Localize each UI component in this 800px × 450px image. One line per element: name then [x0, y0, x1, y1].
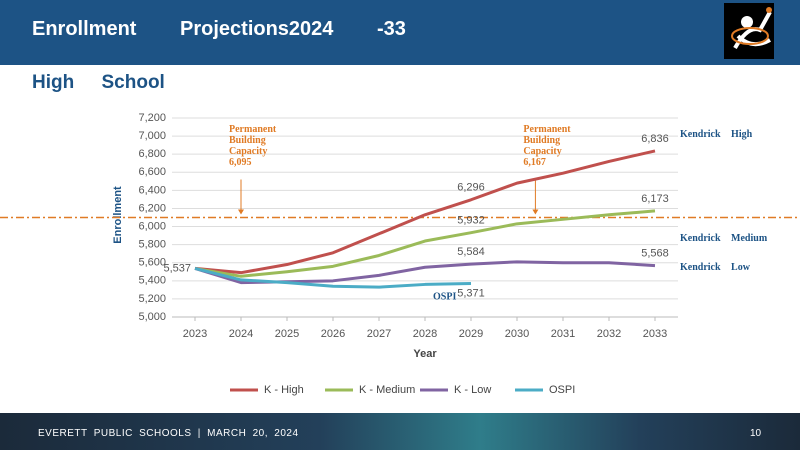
y-tick-label: 5,400 — [138, 275, 166, 287]
y-tick-label: 6,600 — [138, 166, 166, 178]
y-tick-label: 6,800 — [138, 148, 166, 160]
x-tick-label: 2025 — [275, 328, 299, 340]
annotation-text: Capacity — [229, 146, 267, 157]
header-bar — [0, 0, 800, 65]
x-tick-label: 2023 — [183, 328, 207, 340]
y-tick-label: 7,000 — [138, 130, 166, 142]
series-end-label: Kendrick Medium — [680, 233, 768, 244]
data-label: 5,537 — [163, 262, 191, 274]
y-tick-label: 6,000 — [138, 220, 166, 232]
x-tick-label: 2027 — [367, 328, 391, 340]
y-tick-label: 5,600 — [138, 257, 166, 269]
data-label: 5,568 — [641, 248, 669, 260]
x-tick-label: 2033 — [643, 328, 667, 340]
y-tick-label: 5,200 — [138, 293, 166, 305]
x-tick-label: 2032 — [597, 328, 621, 340]
data-label: 6,836 — [641, 133, 669, 145]
annotation-text: Permanent — [523, 124, 571, 135]
data-label: 5,932 — [457, 215, 485, 227]
data-label: 6,173 — [641, 193, 669, 205]
annotation-text: Permanent — [229, 124, 277, 135]
y-tick-label: 5,800 — [138, 239, 166, 251]
legend-label: OSPI — [549, 384, 575, 396]
x-tick-label: 2029 — [459, 328, 483, 340]
x-tick-label: 2030 — [505, 328, 529, 340]
series-line — [194, 266, 472, 289]
y-tick-label: 7,200 — [138, 112, 166, 124]
page-number: 10 — [750, 428, 762, 439]
footer-bar — [0, 413, 800, 450]
series-line — [194, 149, 656, 275]
annotation-arrowhead — [238, 209, 244, 215]
series-end-label: Kendrick Low — [680, 262, 751, 273]
x-tick-label: 2024 — [229, 328, 253, 340]
annotation-value: 6,167 — [523, 157, 546, 168]
annotation-value: 6,095 — [229, 157, 252, 168]
slide-title: Enrollment Projections2024 -33 — [32, 18, 406, 40]
series-end-label: Kendrick High — [680, 129, 753, 140]
legend-label: K - High — [264, 384, 304, 396]
series-line — [194, 209, 656, 278]
slide-subtitle: High School — [32, 72, 165, 93]
logo — [724, 3, 774, 59]
y-tick-label: 6,200 — [138, 202, 166, 214]
data-label: 5,371 — [457, 287, 485, 299]
y-axis-label: Enrollment — [112, 186, 124, 244]
annotation-text: Building — [229, 135, 266, 146]
footer-text: EVERETT PUBLIC SCHOOLS | MARCH 20, 2024 — [38, 428, 299, 439]
annotation-arrowhead — [532, 209, 539, 215]
annotation-text: Capacity — [523, 146, 561, 157]
annotation-text: Building — [523, 135, 560, 146]
y-tick-label: 6,400 — [138, 184, 166, 196]
legend-label: K - Low — [454, 384, 491, 396]
series-end-label: OSPI — [433, 292, 456, 303]
x-axis-label: Year — [413, 348, 437, 360]
series-line — [194, 260, 656, 285]
data-label: 5,584 — [457, 246, 485, 258]
data-label: 6,296 — [457, 182, 485, 194]
x-tick-label: 2028 — [413, 328, 437, 340]
x-tick-label: 2031 — [551, 328, 575, 340]
x-tick-label: 2026 — [321, 328, 345, 340]
legend-label: K - Medium — [359, 384, 415, 396]
y-tick-label: 5,000 — [138, 311, 166, 323]
